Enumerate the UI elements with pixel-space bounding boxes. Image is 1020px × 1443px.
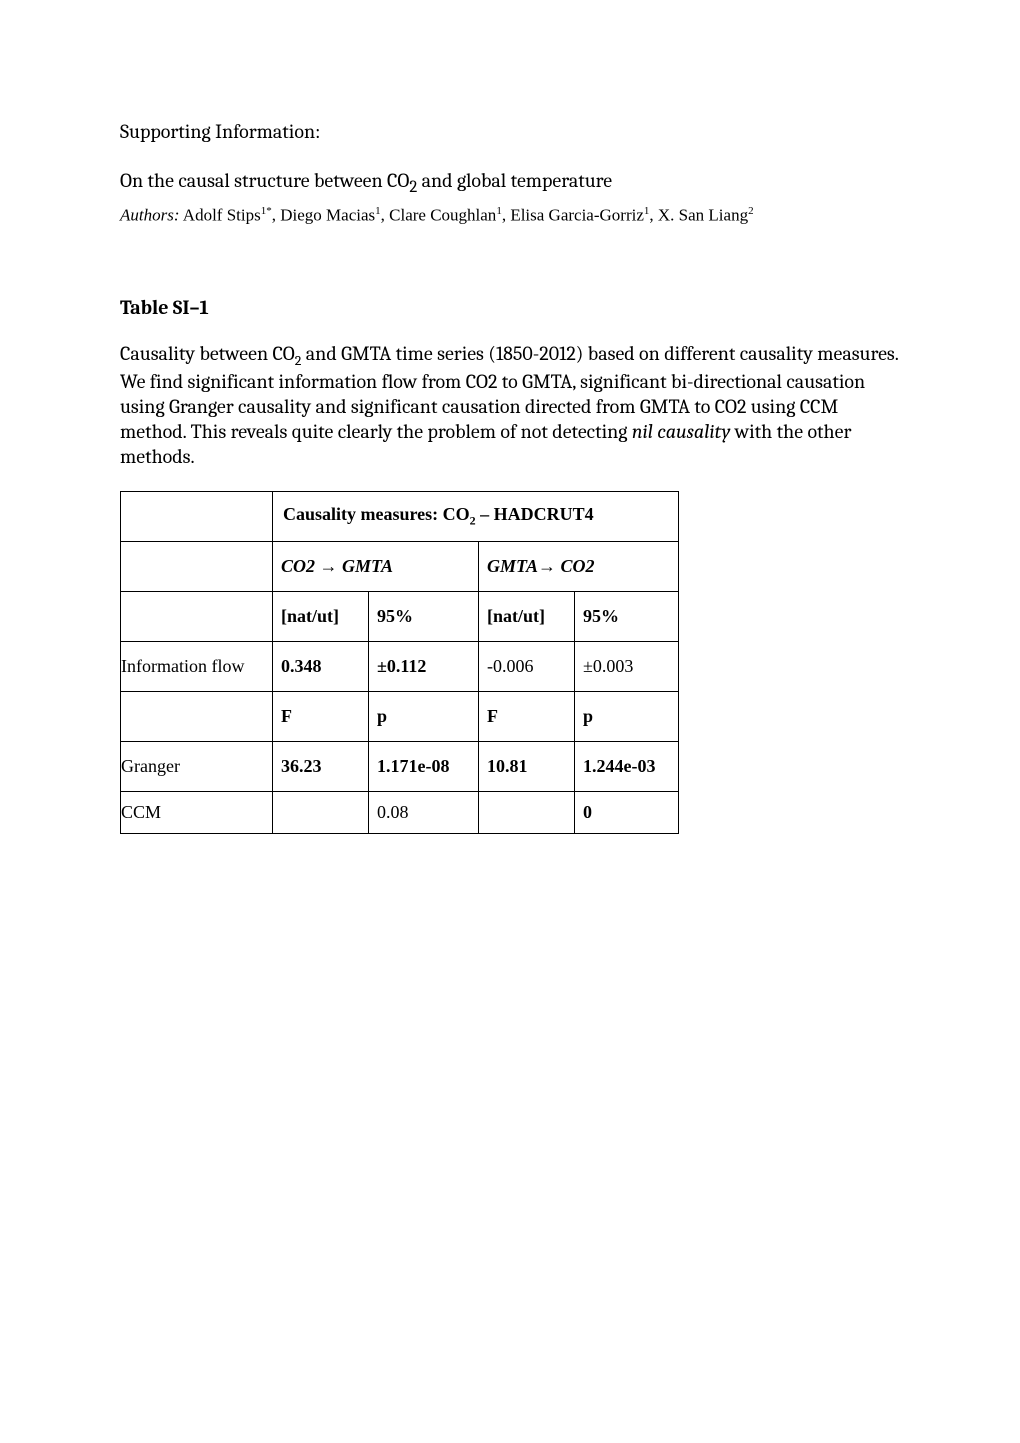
unit-left: [nat/ut]	[273, 600, 368, 633]
author-3: , Clare Coughlan	[381, 206, 497, 225]
author-4: , Elisa Garcia-Gorriz	[502, 206, 644, 225]
granger-v1-cell: 36.23	[273, 742, 369, 792]
table-caption: Causality between CO2 and GMTA time seri…	[120, 341, 900, 470]
authors-label: Authors:	[120, 206, 180, 225]
pct-left-cell: 95%	[369, 592, 479, 642]
author-1-sup: 1*	[261, 205, 272, 217]
granger-v1: 36.23	[273, 750, 368, 783]
granger-v2: 1.171e-08	[369, 750, 478, 783]
granger-v3-cell: 10.81	[479, 742, 575, 792]
row-label-granger: Granger	[121, 742, 273, 792]
row-label-ccm: CCM	[121, 792, 273, 834]
granger-v4: 1.244e-03	[575, 750, 678, 783]
author-1: Adolf Stips	[180, 206, 261, 225]
F-left-cell: F	[273, 692, 369, 742]
empty-cell	[121, 592, 273, 642]
supporting-info-label: Supporting Information:	[120, 120, 900, 143]
F-right: F	[479, 700, 574, 733]
author-5: , X. San Liang	[649, 206, 748, 225]
info-v4-cell: ±0.003	[575, 642, 679, 692]
direction-right-cell: GMTA→ CO2	[479, 542, 679, 592]
ccm-v2: 0.08	[369, 796, 478, 829]
empty-cell	[121, 542, 273, 592]
unit-right-cell: [nat/ut]	[479, 592, 575, 642]
page: Supporting Information: On the causal st…	[0, 0, 1020, 1443]
info-v1-cell: 0.348	[273, 642, 369, 692]
p-left-cell: p	[369, 692, 479, 742]
ccm-v4: 0	[575, 796, 678, 829]
info-v3-cell: -0.006	[479, 642, 575, 692]
pct-left: 95%	[369, 600, 478, 633]
top-header-cell: Causality measures: CO2 – HADCRUT4	[273, 492, 679, 542]
granger-v2-cell: 1.171e-08	[369, 742, 479, 792]
table-row: F p F p	[121, 692, 679, 742]
info-v4: ±0.003	[575, 650, 678, 683]
empty-cell	[121, 692, 273, 742]
direction-left-cell: CO2 → GMTA	[273, 542, 479, 592]
unit-left-cell: [nat/ut]	[273, 592, 369, 642]
author-5-sup: 2	[748, 205, 754, 217]
top-header-a: Causality measures: CO	[283, 504, 470, 524]
ccm-v3-cell	[479, 792, 575, 834]
ccm-v1-cell	[273, 792, 369, 834]
table-row: Causality measures: CO2 – HADCRUT4	[121, 492, 679, 542]
title-part-a: On the causal structure between CO	[120, 169, 409, 192]
pct-right: 95%	[575, 600, 678, 633]
granger-v4-cell: 1.244e-03	[575, 742, 679, 792]
row-label-information-flow: Information flow	[121, 642, 273, 692]
p-left: p	[369, 700, 478, 733]
F-left: F	[273, 700, 368, 733]
title-subscript: 2	[409, 178, 417, 197]
authors-line: Authors: Adolf Stips1*, Diego Macias1, C…	[120, 205, 900, 226]
table-row: Granger 36.23 1.171e-08 10.81 1.244e-03	[121, 742, 679, 792]
direction-left: CO2 → GMTA	[273, 550, 478, 583]
pct-right-cell: 95%	[575, 592, 679, 642]
unit-right: [nat/ut]	[479, 600, 574, 633]
F-right-cell: F	[479, 692, 575, 742]
caption-italic: nil causality	[632, 420, 730, 443]
title-part-b: and global temperature	[417, 169, 612, 192]
table-row: CCM 0.08 0	[121, 792, 679, 834]
info-v2: ±0.112	[369, 650, 478, 683]
table-label: Table SI–1	[120, 296, 900, 319]
info-v2-cell: ±0.112	[369, 642, 479, 692]
table-row: Information flow 0.348 ±0.112 -0.006 ±0.…	[121, 642, 679, 692]
author-2: , Diego Macias	[272, 206, 375, 225]
ccm-v2-cell: 0.08	[369, 792, 479, 834]
causality-table: Causality measures: CO2 – HADCRUT4 CO2 →…	[120, 491, 679, 834]
table-row: [nat/ut] 95% [nat/ut] 95%	[121, 592, 679, 642]
corner-cell	[121, 492, 273, 542]
granger-v3: 10.81	[479, 750, 574, 783]
document-title: On the causal structure between CO2 and …	[120, 169, 900, 197]
table-row: CO2 → GMTA GMTA→ CO2	[121, 542, 679, 592]
info-v1: 0.348	[273, 650, 368, 683]
caption-part-a: Causality between CO	[120, 342, 295, 365]
info-v3: -0.006	[479, 650, 574, 683]
top-header-b: – HADCRUT4	[476, 504, 594, 524]
direction-right: GMTA→ CO2	[479, 550, 678, 583]
p-right-cell: p	[575, 692, 679, 742]
ccm-v4-cell: 0	[575, 792, 679, 834]
p-right: p	[575, 700, 678, 733]
